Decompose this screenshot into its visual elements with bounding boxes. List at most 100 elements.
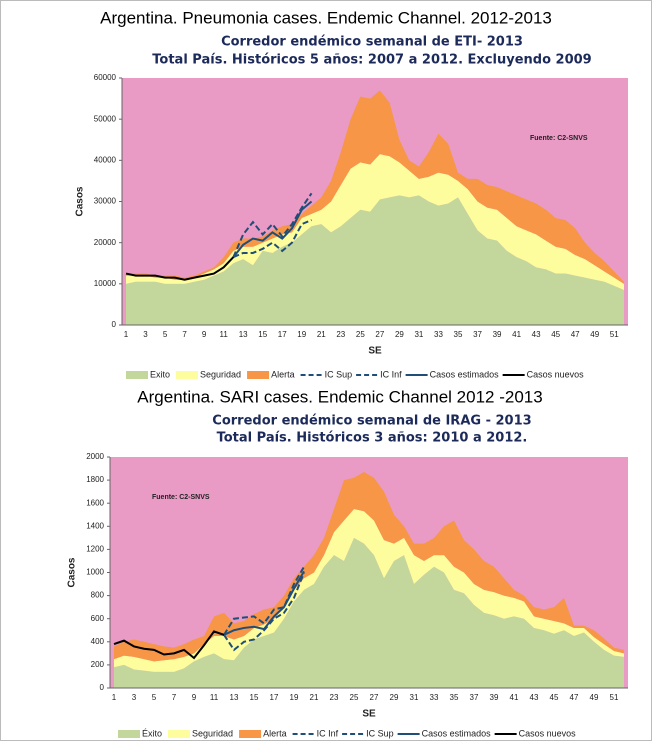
x-tick-label: 29 [390,693,399,702]
line [113,630,225,660]
source-note: Fuente: C2-SNVS [152,494,210,501]
x-tick-label: 5 [163,330,168,339]
x-tick-label: 41 [510,693,519,702]
x-tick-label: 7 [182,330,187,339]
x-tick-label: 47 [570,693,579,702]
x-tick-label: 51 [610,693,619,702]
x-tick-label: 49 [590,693,599,702]
y-tick-label: 200 [91,660,105,669]
x-tick-label: 1 [112,693,117,702]
x-tick-label: 41 [512,330,521,339]
x-tick-label: 13 [230,693,239,702]
legend-label: Casos estimados [430,369,500,379]
legend-label: IC Inf [380,369,402,379]
x-tick-label: 37 [473,330,482,339]
x-tick-label: 43 [530,693,539,702]
y-tick-label: 1600 [86,498,104,507]
x-tick-label: 11 [210,693,219,702]
y-tick-label: 0 [112,320,117,329]
legend-label: Casos nuevos [519,728,577,738]
chart-subtitle: Total País. Históricos 3 años: 2010 a 20… [217,431,528,446]
line [223,570,305,636]
x-tick-label: 35 [450,693,459,702]
x-tick-label: 21 [310,693,319,702]
line [232,192,313,258]
x-tick-label: 31 [414,330,423,339]
x-tick-label: 5 [152,693,157,702]
heading: Argentina. SARI cases. Endemic Channel 2… [137,387,542,406]
area [126,154,624,291]
line [125,256,235,281]
y-tick-label: 30000 [94,197,117,206]
x-tick-label: 51 [610,330,619,339]
y-tick-label: 0 [100,683,105,692]
x-tick-label: 3 [132,693,137,702]
source-note: Fuente: C2-SNVS [530,135,588,142]
y-tick-label: 60000 [94,73,117,82]
x-tick-label: 47 [571,330,580,339]
x-tick-label: 21 [317,330,326,339]
legend-label: Exito [150,369,170,379]
x-tick-label: 13 [239,330,248,339]
area [114,508,624,672]
x-axis-label: SE [368,346,382,357]
x-tick-label: 23 [330,693,339,702]
x-tick-label: 45 [550,693,559,702]
y-tick-label: 400 [91,637,105,646]
x-tick-label: 45 [551,330,560,339]
legend-label: Seguridad [200,369,241,379]
y-tick-label: 20000 [94,238,117,247]
chart-title: Corredor endémico semanal de ETI- 2013 [221,35,523,50]
y-tick-label: 2000 [86,452,104,461]
y-tick-label: 800 [91,591,105,600]
area [114,472,624,662]
y-axis-label: Casos [67,557,78,587]
legend-label: Alerta [271,369,295,379]
legend-label: Seguridad [192,728,233,738]
y-tick-label: 600 [91,614,105,623]
y-tick-label: 1800 [86,475,104,484]
y-tick-label: 40000 [94,155,117,164]
x-tick-label: 17 [278,330,287,339]
area [126,90,624,284]
legend-swatch [168,730,191,738]
legend-swatch [118,730,140,738]
line [223,566,305,636]
y-tick-label: 1000 [86,568,104,577]
heading: Argentina. Pneumonia cases. Endemic Chan… [100,8,552,27]
x-tick-label: 19 [297,330,306,339]
legend-label: IC Sup [325,369,353,379]
legend-label: IC Sup [366,728,394,738]
y-tick-label: 1400 [86,521,104,530]
x-tick-label: 11 [219,330,228,339]
legend-label: Casos nuevos [527,369,585,379]
x-tick-label: 33 [430,693,439,702]
y-tick-label: 1200 [86,545,104,554]
legend-swatch [126,371,148,379]
y-tick-label: 50000 [94,114,117,123]
x-tick-label: 27 [375,330,384,339]
x-tick-label: 17 [270,693,279,702]
legend-label: Alerta [263,728,287,738]
x-tick-label: 9 [192,693,197,702]
legend-swatch [176,371,199,379]
line [232,200,313,258]
area [126,195,624,325]
x-tick-label: 33 [434,330,443,339]
x-tick-label: 39 [490,693,499,702]
x-tick-label: 1 [124,330,129,339]
legend-swatch [239,730,262,738]
x-tick-label: 3 [143,330,148,339]
chart-title: Corredor endémico semanal de IRAG - 2013 [212,414,531,429]
x-tick-label: 43 [532,330,541,339]
x-tick-label: 25 [356,330,365,339]
x-tick-label: 37 [470,693,479,702]
x-tick-label: 23 [336,330,345,339]
line [223,572,305,652]
x-tick-label: 9 [202,330,207,339]
x-tick-label: 35 [454,330,463,339]
chart-subtitle: Total País. Históricos 5 años: 2007 a 20… [152,53,591,68]
legend-label: Éxito [142,728,162,738]
x-tick-label: 15 [258,330,267,339]
